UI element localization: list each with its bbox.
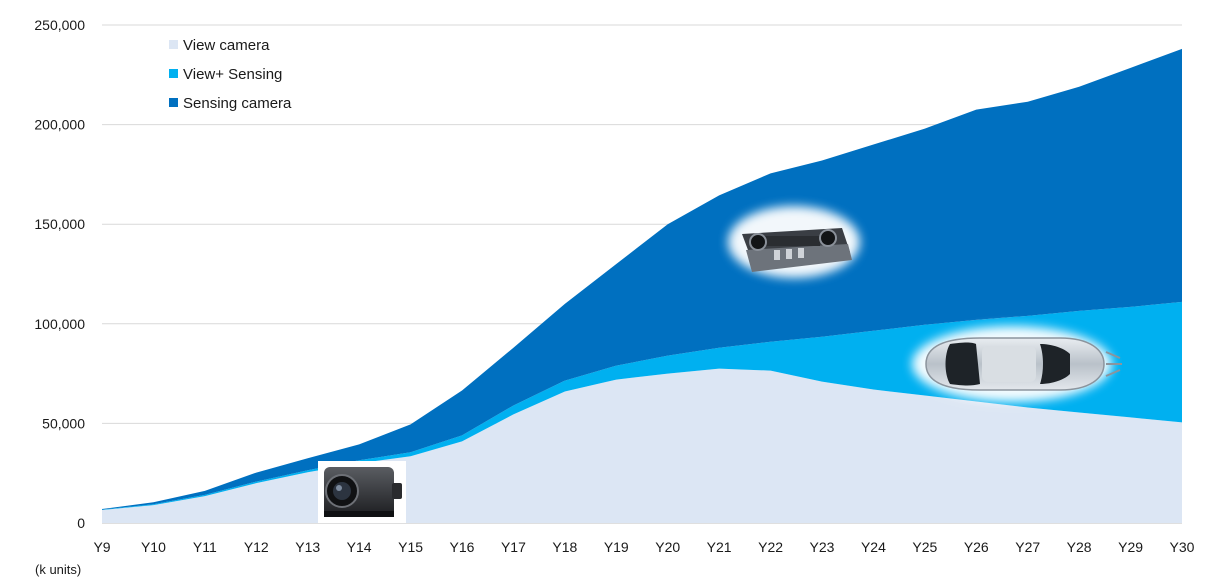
legend-swatch	[169, 69, 178, 78]
x-tick-label: Y19	[604, 539, 629, 555]
x-tick-label: Y28	[1067, 539, 1092, 555]
legend-label: View+ Sensing	[183, 66, 282, 83]
unit-label: (k units)	[35, 562, 82, 577]
y-tick-label: 50,000	[42, 415, 85, 431]
x-tick-label: Y14	[347, 539, 372, 555]
legend-label: Sensing camera	[183, 95, 292, 112]
x-tick-label: Y30	[1170, 539, 1195, 555]
x-tick-label: Y12	[244, 539, 269, 555]
x-tick-label: Y13	[295, 539, 320, 555]
x-tick-label: Y25	[912, 539, 937, 555]
legend-swatch	[169, 40, 178, 49]
x-axis-ticks: Y9 Y10 Y11 Y12 Y13 Y14 Y15 Y16 Y17 Y18 Y19 Y20 Y21 Y2…	[93, 539, 1194, 555]
x-tick-label: Y9	[93, 539, 110, 555]
car-top-view-photo	[912, 326, 1122, 402]
x-tick-label: Y22	[758, 539, 783, 555]
x-tick-label: Y21	[707, 539, 732, 555]
y-axis-ticks: 0 50,000 100,000 150,000 200,000 250,000	[34, 17, 85, 531]
legend-label: View camera	[183, 37, 270, 54]
legend: View camera View+ Sensing Sensing camera	[169, 37, 292, 112]
stereo-sensing-camera-photo	[728, 206, 860, 278]
rear-view-camera-photo	[318, 461, 406, 523]
x-tick-label: Y26	[964, 539, 989, 555]
y-tick-label: 0	[77, 515, 85, 531]
area-series-2	[102, 301, 1182, 511]
x-tick-label: Y16	[450, 539, 475, 555]
x-tick-label: Y23	[810, 539, 835, 555]
y-tick-label: 200,000	[34, 117, 85, 133]
x-tick-label: Y15	[398, 539, 423, 555]
y-tick-label: 250,000	[34, 17, 85, 33]
y-tick-label: 150,000	[34, 216, 85, 232]
x-tick-label: Y27	[1015, 539, 1040, 555]
area-series-3	[102, 48, 1182, 510]
x-tick-label: Y18	[552, 539, 577, 555]
legend-swatch	[169, 98, 178, 107]
x-tick-label: Y20	[655, 539, 680, 555]
x-tick-label: Y24	[861, 539, 886, 555]
area-series	[102, 48, 1182, 523]
x-tick-label: Y11	[193, 539, 217, 555]
y-tick-label: 100,000	[34, 316, 85, 332]
x-tick-label: Y17	[501, 539, 526, 555]
x-tick-label: Y29	[1118, 539, 1143, 555]
x-tick-label: Y10	[141, 539, 166, 555]
